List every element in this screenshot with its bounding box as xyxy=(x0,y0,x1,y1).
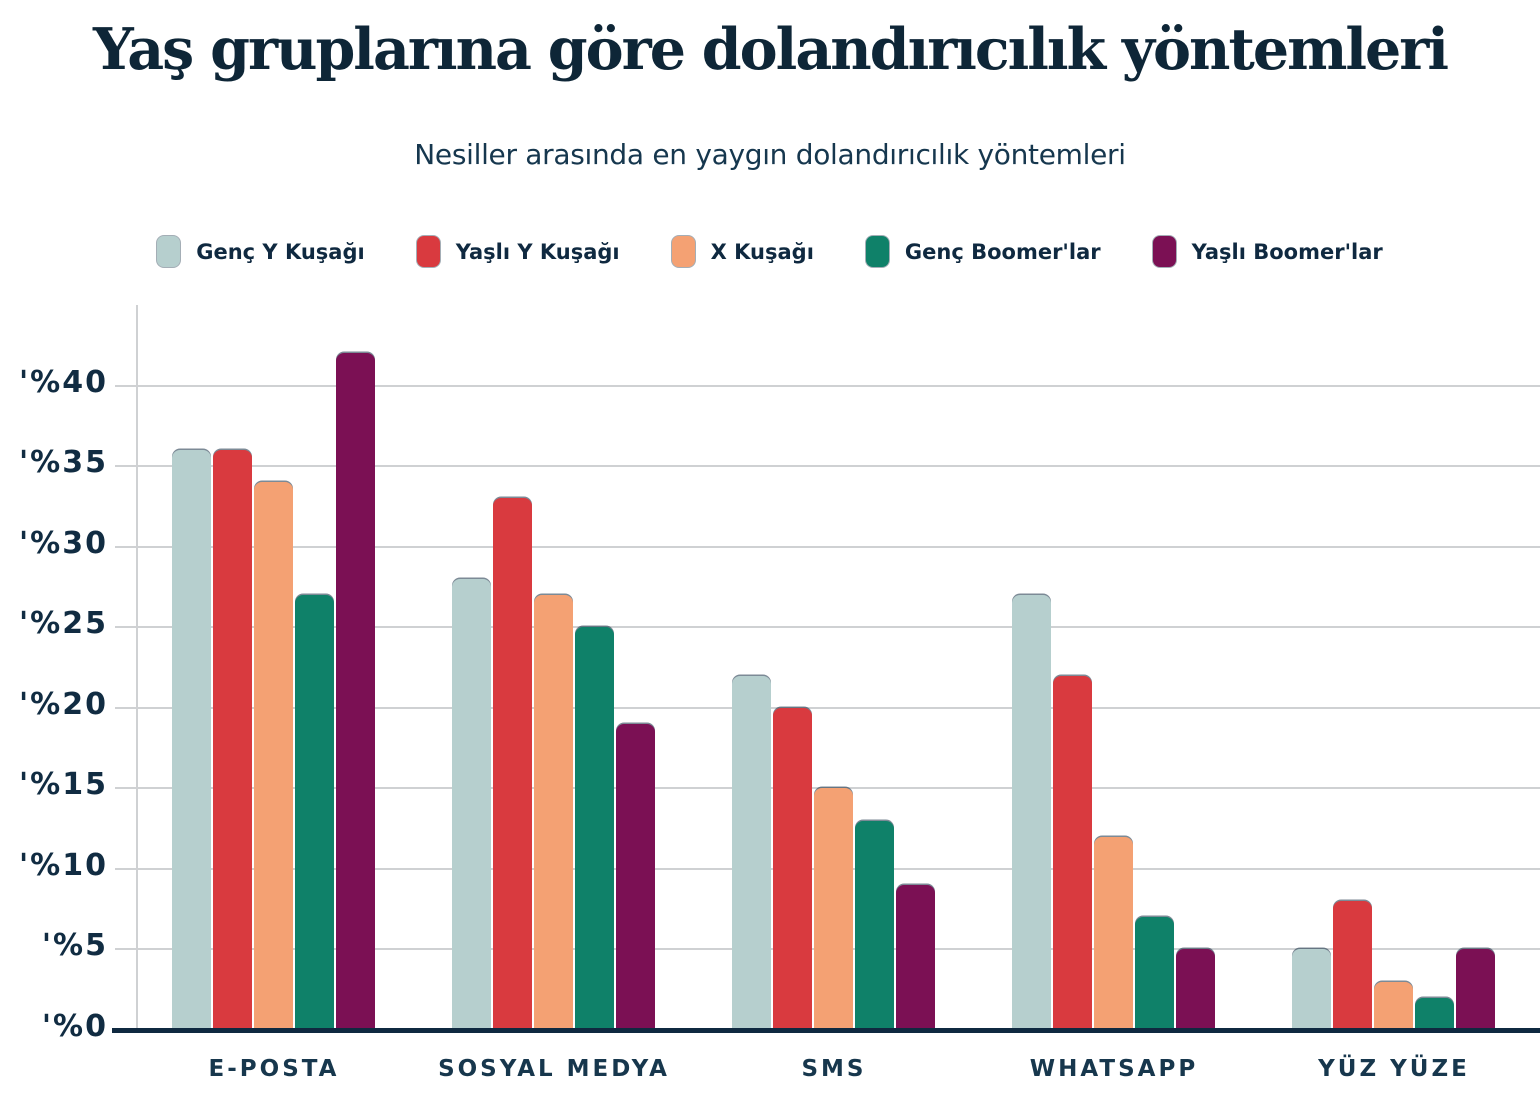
bar-whatsapp-s3 xyxy=(1135,917,1174,1030)
bar-whatsapp-s0 xyxy=(1012,595,1051,1030)
x-axis-category-label: E-POSTA xyxy=(208,1056,340,1082)
legend-label: Genç Y Kuşağı xyxy=(196,239,365,264)
legend-swatch-icon xyxy=(1152,236,1176,267)
legend-swatch-icon xyxy=(416,236,440,267)
bar-e-posta-s2 xyxy=(254,482,293,1030)
bar-sms-s1 xyxy=(773,707,812,1030)
bar-whatsapp-s2 xyxy=(1094,836,1133,1030)
legend-label: Genç Boomer'lar xyxy=(904,239,1101,264)
legend-item: X Kuşağı xyxy=(671,236,814,267)
bar-sosyal-medya-s2 xyxy=(534,595,573,1030)
legend-label: X Kuşağı xyxy=(710,239,814,264)
bar-yüz-yüze-s0 xyxy=(1292,949,1331,1030)
legend-label: Yaşlı Y Kuşağı xyxy=(455,239,620,264)
y-axis-tick-label: '%25 xyxy=(19,606,108,642)
gridline xyxy=(115,626,1540,629)
gridline xyxy=(115,465,1540,468)
bar-whatsapp-s1 xyxy=(1053,675,1092,1030)
bar-sosyal-medya-s3 xyxy=(575,627,614,1030)
bar-e-posta-s3 xyxy=(295,595,334,1030)
bar-e-posta-s0 xyxy=(172,450,211,1030)
legend-swatch-icon xyxy=(671,236,695,267)
bar-sms-s4 xyxy=(896,885,935,1030)
bar-sms-s0 xyxy=(732,675,771,1030)
y-axis-tick-label: '%35 xyxy=(19,445,108,481)
bar-sms-s2 xyxy=(814,788,853,1030)
gridline xyxy=(115,384,1540,387)
bar-yüz-yüze-s3 xyxy=(1415,997,1454,1030)
x-axis-category-label: SMS xyxy=(801,1056,867,1082)
legend-swatch-icon xyxy=(865,236,889,267)
x-axis-category-label: YÜZ YÜZE xyxy=(1318,1056,1470,1082)
gridline xyxy=(115,706,1540,709)
x-axis-line xyxy=(112,1028,1540,1033)
legend-item: Genç Y Kuşağı xyxy=(157,236,365,267)
bar-e-posta-s1 xyxy=(213,450,252,1030)
bar-sosyal-medya-s1 xyxy=(493,498,532,1030)
gridline xyxy=(115,545,1540,548)
x-axis-category-label: SOSYAL MEDYA xyxy=(438,1056,670,1082)
legend-item: Yaşlı Boomer'lar xyxy=(1152,236,1383,267)
bar-e-posta-s4 xyxy=(336,353,375,1030)
y-axis-tick-label: '%0 xyxy=(41,1009,108,1044)
bar-yüz-yüze-s2 xyxy=(1374,981,1413,1030)
chart-title: Yaş gruplarına göre dolandırıcılık yönte… xyxy=(92,16,1449,83)
bar-whatsapp-s4 xyxy=(1176,949,1215,1030)
bar-sosyal-medya-s0 xyxy=(452,578,491,1030)
y-axis-tick-label: '%15 xyxy=(19,767,108,803)
y-axis-tick-label: '%10 xyxy=(19,847,108,883)
bar-sosyal-medya-s4 xyxy=(616,723,655,1030)
bar-yüz-yüze-s1 xyxy=(1333,901,1372,1030)
y-axis-tick-label: '%5 xyxy=(41,928,108,964)
bar-sms-s3 xyxy=(855,820,894,1030)
legend-swatch-icon xyxy=(157,236,181,267)
y-axis-line xyxy=(136,305,138,1030)
y-axis-tick-label: '%20 xyxy=(19,686,108,722)
legend-item: Yaşlı Y Kuşağı xyxy=(416,236,620,267)
legend-item: Genç Boomer'lar xyxy=(865,236,1101,267)
chart-subtitle: Nesiller arasında en yaygın dolandırıcıl… xyxy=(414,138,1126,171)
chart-legend: Genç Y Kuşağı Yaşlı Y Kuşağı X Kuşağı Genç … xyxy=(0,236,1540,267)
bar-yüz-yüze-s4 xyxy=(1456,949,1495,1030)
legend-label: Yaşlı Boomer'lar xyxy=(1191,239,1383,264)
y-axis-tick-label: '%30 xyxy=(19,525,108,561)
x-axis-category-label: WHATSAPP xyxy=(1029,1056,1199,1082)
y-axis-tick-label: '%40 xyxy=(19,364,108,400)
